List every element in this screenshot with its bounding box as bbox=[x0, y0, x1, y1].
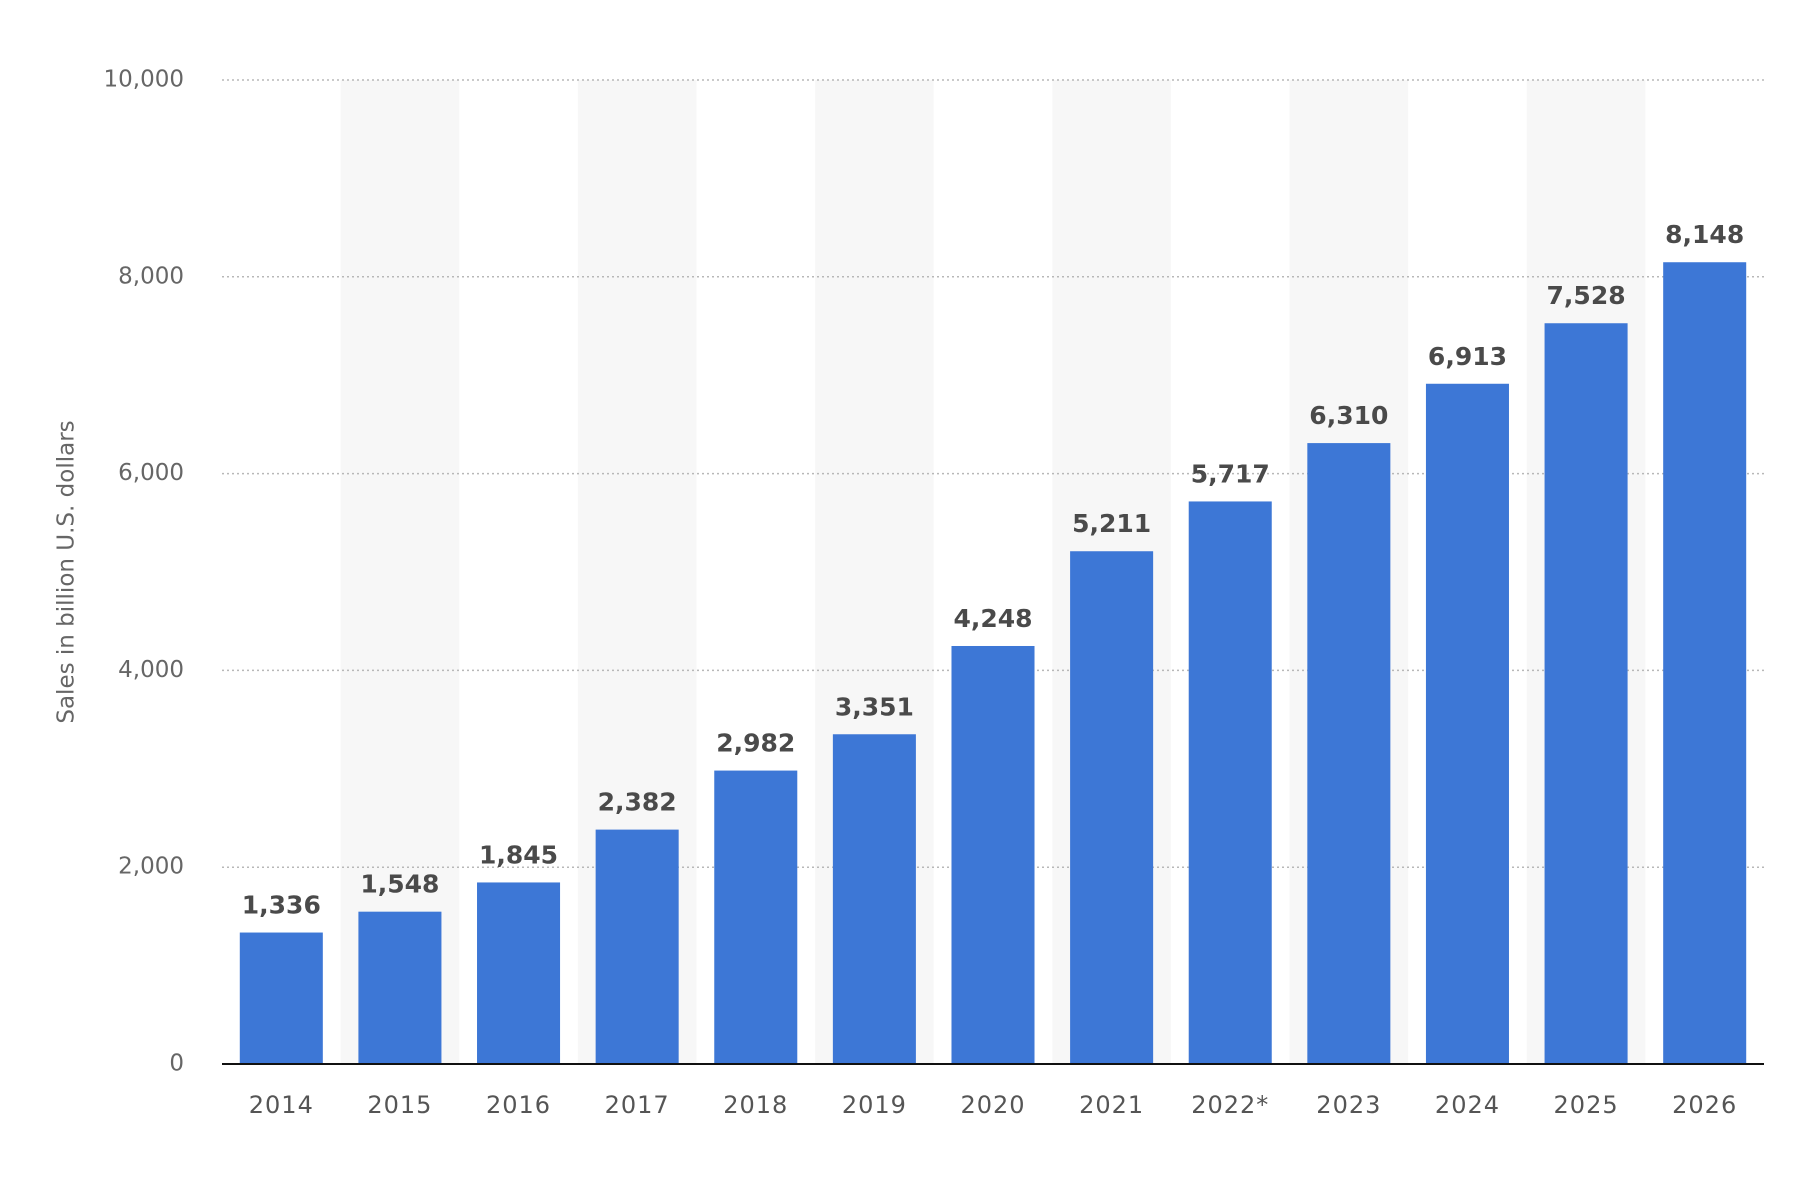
x-tick-label: 2014 bbox=[249, 1091, 314, 1119]
value-label: 7,528 bbox=[1547, 281, 1626, 310]
x-tick-label: 2019 bbox=[842, 1091, 907, 1119]
bar bbox=[714, 770, 798, 1064]
value-label: 1,336 bbox=[242, 891, 321, 920]
x-tick-label: 2015 bbox=[367, 1091, 432, 1119]
value-label: 4,248 bbox=[953, 604, 1032, 633]
y-axis-label: Sales in billion U.S. dollars bbox=[54, 420, 80, 723]
bar bbox=[832, 734, 916, 1064]
value-label: 3,351 bbox=[835, 692, 914, 721]
y-tick-label: 6,000 bbox=[118, 460, 184, 486]
y-tick-label: 0 bbox=[169, 1051, 184, 1077]
x-tick-label: 2026 bbox=[1672, 1091, 1737, 1119]
bar bbox=[477, 882, 561, 1064]
x-tick-label: 2021 bbox=[1079, 1091, 1144, 1119]
y-tick-label: 10,000 bbox=[104, 67, 184, 93]
value-label: 1,845 bbox=[479, 840, 558, 869]
bar bbox=[1425, 383, 1509, 1064]
x-tick-label: 2018 bbox=[723, 1091, 788, 1119]
y-tick-label: 2,000 bbox=[118, 854, 184, 880]
y-tick-label: 4,000 bbox=[118, 657, 184, 683]
bar bbox=[1544, 323, 1628, 1064]
value-label: 2,382 bbox=[598, 788, 677, 817]
value-label: 8,148 bbox=[1665, 220, 1744, 249]
x-tick-label: 2017 bbox=[605, 1091, 670, 1119]
bar bbox=[358, 911, 442, 1064]
bar bbox=[1307, 443, 1391, 1064]
x-tick-label: 2024 bbox=[1435, 1091, 1500, 1119]
x-tick-label: 2016 bbox=[486, 1091, 551, 1119]
value-label: 5,717 bbox=[1191, 459, 1270, 488]
bar bbox=[1070, 551, 1154, 1064]
x-tick-label: 2025 bbox=[1554, 1091, 1619, 1119]
column-band bbox=[340, 80, 460, 1064]
value-label: 1,548 bbox=[360, 870, 439, 899]
bar bbox=[595, 829, 679, 1064]
bar bbox=[239, 932, 323, 1064]
y-tick-label: 8,000 bbox=[118, 263, 184, 289]
value-label: 6,913 bbox=[1428, 342, 1507, 371]
bar bbox=[1663, 262, 1747, 1064]
value-label: 6,310 bbox=[1309, 401, 1388, 430]
value-label: 2,982 bbox=[716, 729, 795, 758]
x-tick-label: 2023 bbox=[1316, 1091, 1381, 1119]
x-tick-label: 2022* bbox=[1191, 1091, 1269, 1119]
x-tick-label: 2020 bbox=[960, 1091, 1025, 1119]
bar bbox=[1188, 501, 1272, 1064]
value-label: 5,211 bbox=[1072, 509, 1151, 538]
bar bbox=[951, 645, 1035, 1064]
